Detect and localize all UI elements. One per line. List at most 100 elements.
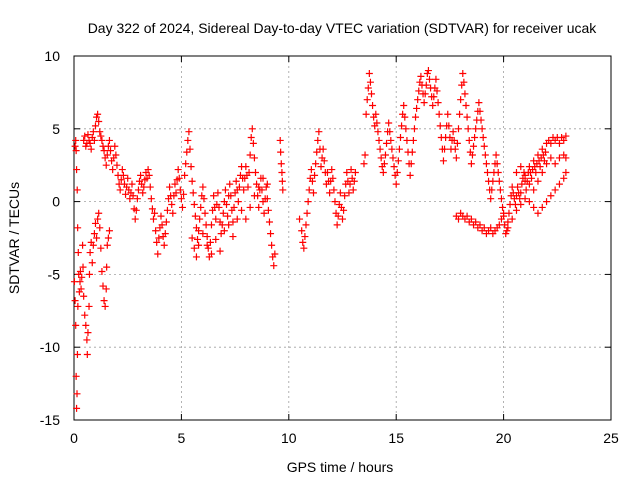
data-point xyxy=(375,136,383,144)
data-point xyxy=(468,151,476,159)
data-point xyxy=(223,201,231,209)
data-point xyxy=(212,215,220,223)
x-tick-label: 20 xyxy=(496,430,512,446)
data-point xyxy=(177,195,185,203)
data-point xyxy=(83,350,91,358)
data-point xyxy=(349,186,357,194)
data-point xyxy=(242,163,250,171)
data-point xyxy=(95,118,103,126)
data-points xyxy=(70,67,570,412)
data-point xyxy=(85,270,93,278)
data-point xyxy=(139,189,147,197)
data-point xyxy=(242,215,250,223)
data-point xyxy=(233,215,241,223)
data-point xyxy=(417,72,425,80)
data-point xyxy=(161,230,169,238)
data-point xyxy=(267,230,275,238)
data-point xyxy=(328,166,336,174)
data-point xyxy=(476,107,484,115)
data-point xyxy=(113,161,121,169)
data-point xyxy=(90,136,98,144)
data-point xyxy=(562,132,570,140)
data-point xyxy=(84,329,92,337)
data-point xyxy=(155,234,163,242)
data-point xyxy=(401,113,409,121)
data-point xyxy=(315,128,323,136)
data-point xyxy=(77,285,85,293)
data-point xyxy=(388,145,396,153)
data-point xyxy=(329,174,337,182)
data-point xyxy=(521,171,529,179)
data-point xyxy=(521,195,529,203)
data-point xyxy=(467,215,475,223)
data-point xyxy=(181,171,189,179)
data-point xyxy=(463,113,471,121)
data-point xyxy=(345,189,353,197)
data-point xyxy=(541,148,549,156)
data-point xyxy=(85,302,93,310)
data-point xyxy=(430,93,438,101)
data-point xyxy=(71,142,79,150)
data-point xyxy=(403,136,411,144)
data-point xyxy=(119,171,127,179)
data-point xyxy=(452,154,460,162)
data-point xyxy=(562,154,570,162)
data-point xyxy=(210,192,218,200)
data-point xyxy=(168,201,176,209)
data-point xyxy=(560,136,568,144)
data-point xyxy=(97,244,105,252)
data-point xyxy=(457,96,465,104)
data-point xyxy=(379,168,387,176)
data-point xyxy=(246,203,254,211)
x-tick-label: 10 xyxy=(281,430,297,446)
data-point xyxy=(86,249,94,257)
data-point xyxy=(364,84,372,92)
data-point xyxy=(100,297,108,305)
data-point xyxy=(246,151,254,159)
data-point xyxy=(105,136,113,144)
data-point xyxy=(489,177,497,185)
data-point xyxy=(196,215,204,223)
data-point xyxy=(530,203,538,211)
data-point xyxy=(277,160,285,168)
data-point xyxy=(480,224,488,232)
data-point xyxy=(81,132,89,140)
data-point xyxy=(298,227,306,235)
data-point xyxy=(244,183,252,191)
axis-ticks xyxy=(73,55,612,421)
data-point xyxy=(112,151,120,159)
data-point xyxy=(109,166,117,174)
data-point xyxy=(124,174,132,182)
data-point xyxy=(481,151,489,159)
data-point xyxy=(74,302,82,310)
data-point xyxy=(479,134,487,142)
data-point xyxy=(122,190,130,198)
x-axis-label: GPS time / hours xyxy=(287,459,394,475)
data-point xyxy=(560,174,568,182)
data-point xyxy=(276,136,284,144)
data-point xyxy=(100,147,108,155)
data-point xyxy=(194,235,202,243)
data-point xyxy=(303,209,311,217)
data-point xyxy=(94,215,102,223)
data-point xyxy=(441,145,449,153)
data-point xyxy=(547,154,555,162)
data-point xyxy=(496,186,504,194)
data-point xyxy=(191,212,199,220)
data-point xyxy=(333,221,341,229)
data-point xyxy=(245,168,253,176)
data-point xyxy=(259,174,267,182)
data-point xyxy=(76,278,84,286)
data-point xyxy=(279,186,287,194)
data-point xyxy=(129,192,137,200)
data-point xyxy=(199,230,207,238)
data-point xyxy=(512,168,520,176)
data-point xyxy=(301,233,309,241)
data-point xyxy=(188,177,196,185)
data-point xyxy=(449,128,457,136)
x-tick-label: 15 xyxy=(388,430,404,446)
data-point xyxy=(363,96,371,104)
data-point xyxy=(152,227,160,235)
data-point xyxy=(91,122,99,130)
data-point xyxy=(105,227,113,235)
